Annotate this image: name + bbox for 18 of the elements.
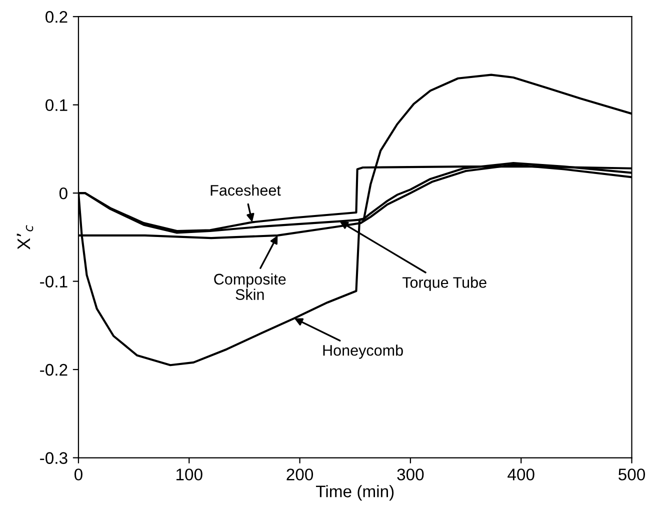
x-tick-label: 200 (286, 468, 314, 480)
x-tick-label: 0 (74, 468, 82, 480)
x-tick-label: 300 (397, 468, 424, 480)
y-axis-title: X’$_{c}$ (16, 225, 34, 250)
x-tick-label: 500 (618, 468, 646, 480)
y-tick-label: -0.1 (40, 276, 68, 288)
y-tick-label: -0.3 (40, 452, 68, 464)
x-tick-label: 100 (176, 468, 202, 480)
x-axis-title: Time (min) (316, 485, 394, 501)
annotation: Torque Tube (402, 276, 486, 291)
x-tick-label: 400 (508, 468, 534, 480)
y-tick-label: 0.1 (46, 99, 68, 112)
annotation: Composite Skin (214, 273, 286, 300)
y-tick-label: -0.2 (40, 364, 68, 376)
y-tick-label: 0.2 (46, 11, 68, 23)
y-tick-label: 0 (59, 187, 68, 200)
annotation: Facesheet (210, 184, 281, 196)
annotation: Honeycomb (323, 344, 403, 359)
